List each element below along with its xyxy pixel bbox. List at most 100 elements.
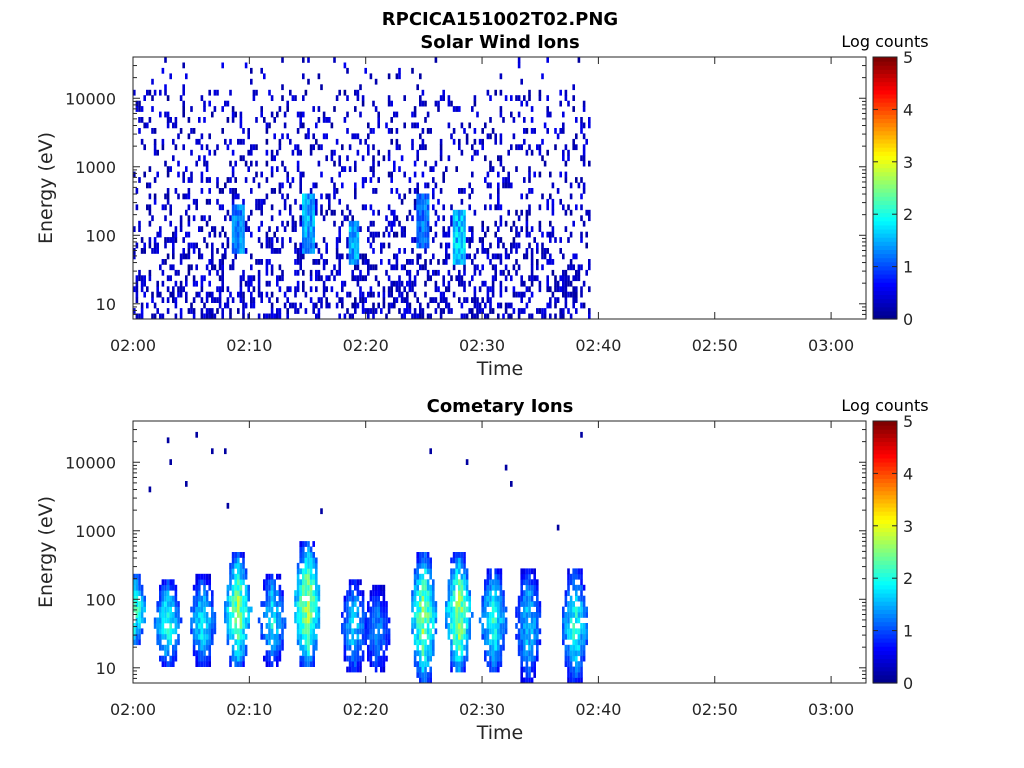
heat-cell xyxy=(523,117,526,123)
heat-cell xyxy=(582,133,586,140)
heat-cell xyxy=(426,562,430,569)
heat-cell xyxy=(372,171,375,178)
heat-cell xyxy=(533,639,536,646)
heat-cell xyxy=(138,275,141,282)
heat-cell xyxy=(424,182,427,189)
heat-cell xyxy=(294,248,297,254)
heat-cell xyxy=(413,639,417,646)
heat-cell xyxy=(497,204,500,211)
heat-cell xyxy=(367,122,370,129)
heat-cell xyxy=(359,269,362,276)
heat-cell xyxy=(580,573,583,580)
heat-cell xyxy=(489,579,492,586)
heat-cell xyxy=(208,89,211,96)
heat-cell xyxy=(356,237,360,243)
heat-cell xyxy=(190,606,193,613)
heat-cell xyxy=(317,590,321,596)
heat-cell xyxy=(291,226,295,232)
heat-cell xyxy=(315,595,318,602)
heat-cell xyxy=(424,291,427,298)
heat-cell xyxy=(575,672,578,678)
heat-cell xyxy=(585,269,588,276)
heat-cell xyxy=(458,253,461,260)
heat-cell xyxy=(200,650,204,657)
heat-cell xyxy=(499,628,503,635)
heat-cell xyxy=(247,606,250,613)
heat-cell xyxy=(567,617,570,624)
heat-cell xyxy=(580,264,583,271)
heat-cell xyxy=(169,209,172,216)
heat-cell xyxy=(359,253,362,260)
heat-cell xyxy=(182,144,185,151)
heat-cell xyxy=(211,297,214,303)
heat-cell xyxy=(348,313,352,320)
heat-cell xyxy=(369,628,373,635)
heat-cell xyxy=(468,122,471,129)
heat-cell xyxy=(294,242,297,249)
heat-cell xyxy=(559,89,562,96)
heat-cell xyxy=(315,568,318,575)
heat-cell xyxy=(530,612,534,618)
heat-cell xyxy=(510,242,513,249)
heat-cell xyxy=(543,160,547,167)
heat-cell xyxy=(346,628,349,635)
heat-cell xyxy=(335,253,339,260)
heat-cell xyxy=(416,590,419,596)
heat-cell xyxy=(224,138,227,145)
heat-cell xyxy=(588,286,591,293)
heat-cell xyxy=(135,590,139,596)
heat-cell xyxy=(419,650,422,657)
heat-cell xyxy=(166,308,170,314)
heat-cell xyxy=(390,302,393,309)
heat-cell xyxy=(452,259,456,265)
heat-cell xyxy=(429,313,432,320)
heat-cell xyxy=(575,568,578,575)
colorbar-swatch xyxy=(873,130,897,136)
heat-cell xyxy=(273,579,276,586)
heat-cell xyxy=(294,144,297,151)
heat-cell xyxy=(377,122,380,129)
heat-cell xyxy=(567,672,570,678)
heat-cell xyxy=(203,612,206,618)
heat-cell xyxy=(419,193,422,200)
x-tick-label: 02:10 xyxy=(226,336,272,355)
heat-cell xyxy=(309,568,313,575)
heat-cell xyxy=(190,242,193,249)
heat-cell xyxy=(338,155,341,162)
heat-cell xyxy=(528,633,531,640)
heat-cell xyxy=(369,590,373,596)
heat-cell xyxy=(291,302,295,309)
heat-cell xyxy=(195,612,198,618)
heat-cell xyxy=(348,628,352,635)
heat-cell xyxy=(432,253,435,260)
heat-cell xyxy=(413,171,417,178)
heat-cell xyxy=(484,155,487,162)
heat-cell xyxy=(403,264,406,271)
heat-cell xyxy=(429,606,432,613)
heat-cell xyxy=(486,590,490,596)
heat-cell xyxy=(205,177,209,183)
heat-cell xyxy=(276,655,279,662)
heat-cell xyxy=(429,655,432,662)
heat-cell xyxy=(263,584,266,591)
heat-cell xyxy=(164,628,167,635)
heat-cell xyxy=(263,73,266,80)
heat-cell xyxy=(281,269,284,276)
heat-cell xyxy=(351,133,354,140)
heat-cell xyxy=(231,573,235,580)
heat-cell xyxy=(361,155,365,162)
heat-cell xyxy=(580,672,583,678)
heat-cell xyxy=(476,248,479,254)
heat-cell xyxy=(411,67,414,74)
heat-cell xyxy=(138,639,141,646)
heat-cell xyxy=(278,655,282,662)
heat-cell xyxy=(239,280,243,287)
heat-cell xyxy=(525,623,529,629)
heat-cell xyxy=(354,595,357,602)
heat-cell xyxy=(229,568,232,575)
heat-cell xyxy=(237,584,240,591)
heat-cell xyxy=(330,155,334,162)
heat-cell xyxy=(588,313,591,320)
heat-cell xyxy=(460,655,464,662)
heat-cell xyxy=(424,617,427,624)
